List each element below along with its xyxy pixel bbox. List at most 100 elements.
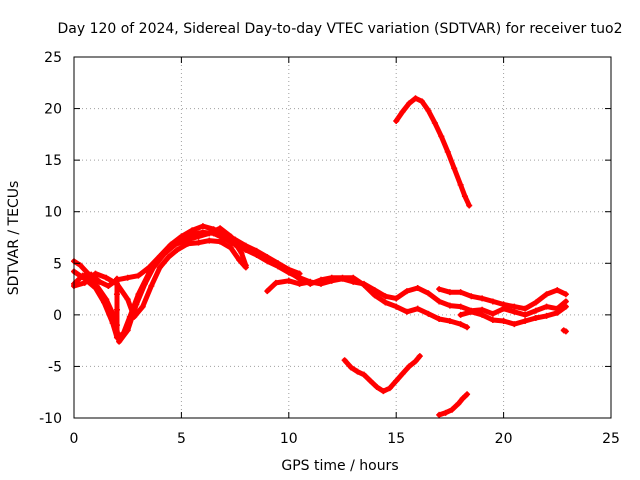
data-point-marker <box>511 303 518 310</box>
data-point-marker <box>464 391 471 398</box>
data-point-marker <box>446 302 453 309</box>
data-point-marker <box>328 274 335 281</box>
data-point-marker <box>457 303 464 310</box>
data-point-marker <box>367 377 374 384</box>
data-point-marker <box>206 230 213 237</box>
data-point-marker <box>165 254 172 261</box>
data-point-marker <box>221 235 228 242</box>
data-point-marker <box>554 309 561 316</box>
data-point-marker <box>189 227 196 234</box>
data-point-marker <box>318 276 325 283</box>
data-point-marker <box>167 241 174 248</box>
data-point-marker <box>139 303 146 310</box>
data-point-marker <box>464 324 471 331</box>
data-point-marker <box>459 395 466 402</box>
data-point-marker <box>532 307 539 314</box>
y-tick-label: -10 <box>39 411 62 427</box>
data-point-marker <box>457 289 464 296</box>
data-point-marker <box>393 295 400 302</box>
y-tick-label: 25 <box>44 50 62 66</box>
data-point-marker <box>135 272 142 279</box>
data-point-marker <box>174 246 181 253</box>
data-point-marker <box>285 268 292 275</box>
series-line <box>342 353 423 394</box>
data-point-marker <box>348 364 355 371</box>
data-point-marker <box>562 298 569 305</box>
data-point-marker <box>414 305 421 312</box>
data-point-marker <box>479 295 486 302</box>
y-tick-label: 10 <box>44 205 62 221</box>
data-point-marker <box>178 233 185 240</box>
data-point-marker <box>124 327 131 334</box>
series-sat-i <box>393 95 473 209</box>
data-point-marker <box>436 286 443 293</box>
data-point-marker <box>307 280 314 287</box>
x-tick-label: 5 <box>177 431 186 447</box>
data-point-marker <box>446 318 453 325</box>
data-point-marker <box>406 363 413 370</box>
data-point-marker <box>339 274 346 281</box>
data-point-marker <box>449 406 456 413</box>
data-point-marker <box>436 315 443 322</box>
data-point-marker <box>141 280 148 287</box>
data-point-marker <box>96 278 103 285</box>
data-point-marker <box>79 272 86 279</box>
data-point-marker <box>124 296 131 303</box>
data-point-marker <box>438 133 445 140</box>
data-point-marker <box>227 244 234 251</box>
data-point-marker <box>105 282 112 289</box>
data-point-marker <box>272 279 279 286</box>
data-point-marker <box>221 230 228 237</box>
data-point-marker <box>543 312 550 319</box>
data-point-marker <box>403 288 410 295</box>
data-point-marker <box>479 311 486 318</box>
data-point-marker <box>92 280 99 287</box>
series-sat-f <box>285 268 471 331</box>
data-point-marker <box>81 279 88 286</box>
data-point-marker <box>77 262 84 269</box>
data-point-marker <box>500 318 507 325</box>
data-point-marker <box>431 120 438 127</box>
series-sat-k <box>436 391 471 418</box>
data-point-marker <box>406 100 413 107</box>
data-point-marker <box>425 290 432 297</box>
data-point-marker <box>380 388 387 395</box>
data-point-marker <box>296 280 303 287</box>
data-point-marker <box>131 313 138 320</box>
data-point-marker <box>393 303 400 310</box>
data-point-marker <box>184 240 191 247</box>
data-point-marker <box>113 306 120 313</box>
data-point-marker <box>489 310 496 317</box>
data-point-marker <box>113 275 120 282</box>
data-point-marker <box>416 353 423 360</box>
data-point-marker <box>436 298 443 305</box>
data-point-marker <box>532 314 539 321</box>
x-tick-label: 25 <box>602 431 620 447</box>
y-tick-label: 20 <box>44 102 62 118</box>
data-point-marker <box>350 274 357 281</box>
data-point-marker <box>236 257 243 264</box>
series-sat-h <box>457 303 569 328</box>
data-point-marker <box>148 282 155 289</box>
grid-lines <box>74 57 611 418</box>
data-point-marker <box>103 274 110 281</box>
data-point-marker <box>253 247 260 254</box>
data-point-marker <box>156 253 163 260</box>
series-line <box>71 225 249 345</box>
data-point-marker <box>412 95 419 102</box>
series-line <box>393 95 472 208</box>
y-tick-label: -5 <box>48 359 62 375</box>
y-axis-label: SDTVAR / TECUs <box>6 181 22 296</box>
data-point-marker <box>360 371 367 378</box>
series-sat-c <box>71 223 303 289</box>
data-point-marker <box>522 318 529 325</box>
data-point-marker <box>393 117 400 124</box>
data-point-marker <box>418 98 425 105</box>
data-point-marker <box>386 385 393 392</box>
data-point-marker <box>382 293 389 300</box>
data-point-marker <box>360 281 367 288</box>
data-point-marker <box>468 308 475 315</box>
y-tick-label: 5 <box>53 256 62 272</box>
chart-title: Day 120 of 2024, Sidereal Day-to-day VTE… <box>57 21 622 37</box>
data-point-marker <box>500 301 507 308</box>
